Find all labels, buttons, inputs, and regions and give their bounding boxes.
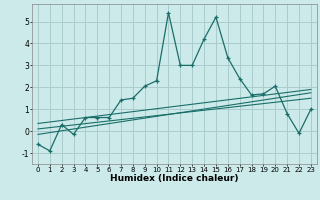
X-axis label: Humidex (Indice chaleur): Humidex (Indice chaleur) [110,174,239,183]
